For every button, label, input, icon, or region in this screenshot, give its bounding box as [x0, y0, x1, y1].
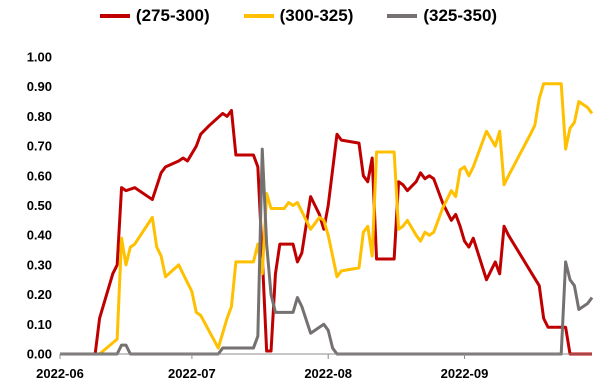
y-tick-label-7: 0.70	[27, 139, 52, 154]
y-tick-label-5: 0.50	[27, 198, 52, 213]
y-tick-label-4: 0.40	[27, 228, 52, 243]
legend: (275-300) (300-325) (325-350)	[0, 6, 597, 26]
y-tick-label-6: 0.60	[27, 168, 52, 183]
y-tick-label-10: 1.00	[27, 50, 52, 65]
y-tick-label-8: 0.80	[27, 109, 52, 124]
x-tick-label-0: 2022-06	[36, 366, 84, 381]
legend-item-2: (325-350)	[387, 6, 497, 26]
legend-item-1: (300-325)	[243, 6, 354, 26]
x-tick-label-1: 2022-07	[168, 366, 216, 381]
legend-swatch-1	[243, 14, 274, 18]
series-line-0	[60, 108, 592, 356]
legend-label-2: (325-350)	[423, 6, 498, 25]
y-tick-label-0: 0.00	[27, 347, 52, 362]
legend-label-0: (275-300)	[135, 6, 210, 25]
legend-label-1: (300-325)	[279, 6, 354, 25]
y-tick-label-9: 0.90	[27, 79, 52, 94]
y-tick-label-2: 0.20	[27, 287, 52, 302]
y-tick-label-3: 0.30	[27, 257, 52, 272]
x-tick-label-2: 2022-08	[304, 366, 352, 381]
y-tick-label-1: 0.10	[27, 317, 52, 332]
legend-item-0: (275-300)	[99, 6, 210, 26]
series-line-2	[60, 147, 594, 356]
legend-swatch-2	[387, 14, 418, 18]
series-line-1	[60, 82, 594, 356]
legend-swatch-0	[99, 14, 130, 18]
x-tick-label-3: 2022-09	[441, 366, 489, 381]
